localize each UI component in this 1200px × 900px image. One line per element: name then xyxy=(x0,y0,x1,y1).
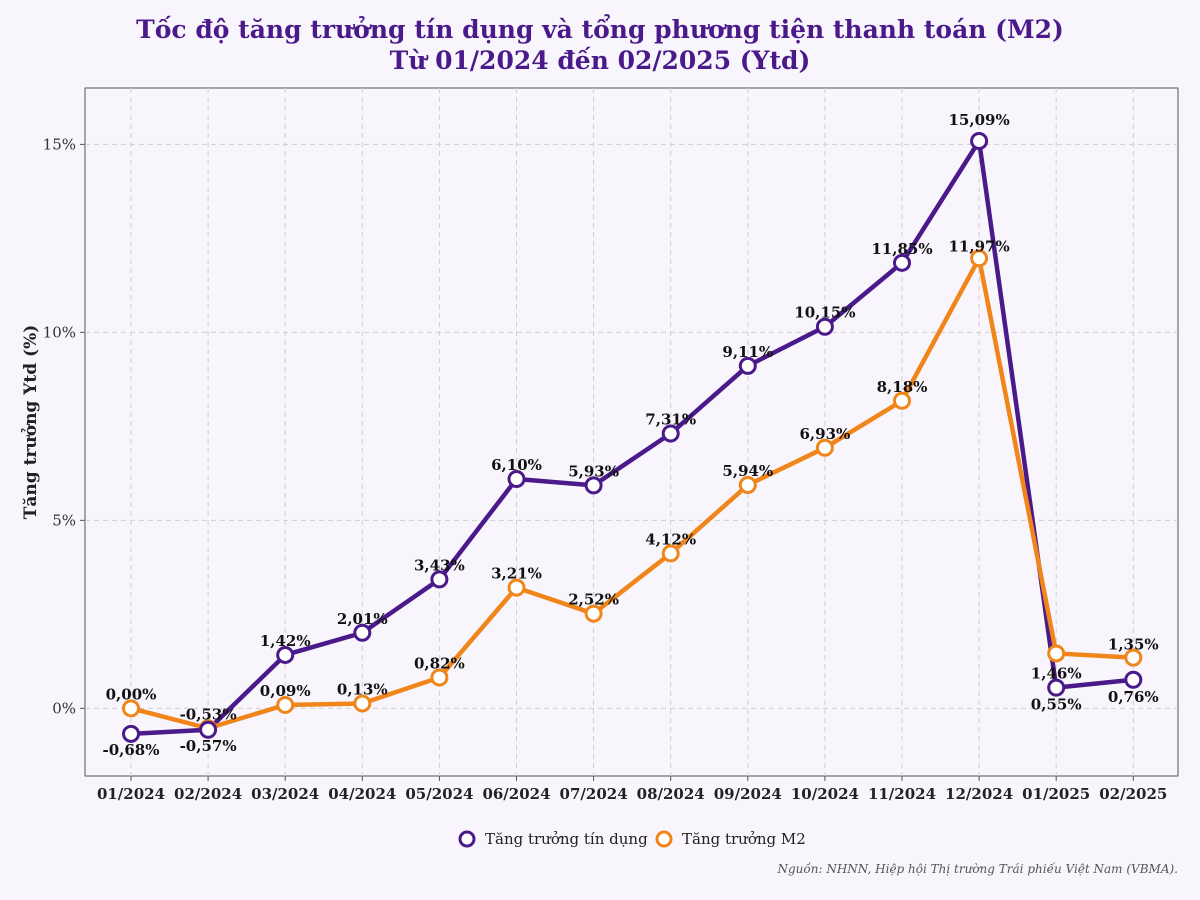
m2-data-label: 1,46% xyxy=(1031,664,1082,682)
credit-point xyxy=(199,720,218,739)
credit-data-label: 3,43% xyxy=(414,556,465,574)
m2-data-label: 0,82% xyxy=(414,654,465,672)
legend-marker-m2 xyxy=(655,830,673,848)
credit-point xyxy=(584,476,603,495)
credit-point xyxy=(507,469,526,488)
credit-point xyxy=(353,623,372,642)
credit-point xyxy=(1047,678,1066,697)
m2-data-label: 3,21% xyxy=(491,565,542,583)
m2-point xyxy=(893,391,911,410)
chart-title-line2: Từ 01/2024 đến 02/2025 (Ytd) xyxy=(389,46,811,75)
series-line-credit xyxy=(130,138,1134,737)
credit-point xyxy=(738,356,757,375)
x-tick-label: 06/2024 xyxy=(482,785,550,803)
m2-data-label: 8,18% xyxy=(877,378,928,396)
y-tick-label: 5% xyxy=(52,511,76,529)
credit-data-label: 0,76% xyxy=(1108,688,1159,706)
x-tick-label: 02/2025 xyxy=(1099,785,1167,803)
m2-data-label: -0,53% xyxy=(180,705,237,723)
credit-data-label: 5,93% xyxy=(568,462,619,480)
credit-point xyxy=(815,317,834,336)
x-tick-label: 01/2025 xyxy=(1022,785,1090,803)
m2-point xyxy=(430,668,449,687)
legend-label-credit: Tăng trưởng tín dụng xyxy=(485,830,648,848)
credit-point xyxy=(276,645,295,664)
source-note: Nguồn: NHNN, Hiệp hội Thị trường Trái ph… xyxy=(777,862,1178,876)
m2-point xyxy=(122,699,140,718)
m2-point xyxy=(1047,644,1066,663)
credit-point xyxy=(1124,670,1143,689)
m2-data-label: 0,09% xyxy=(260,682,311,700)
plot-area xyxy=(84,87,1179,777)
credit-data-label: 15,09% xyxy=(948,111,1009,129)
credit-data-label: 10,15% xyxy=(794,304,855,322)
credit-data-label: -0,68% xyxy=(102,741,159,759)
m2-point xyxy=(353,694,372,713)
x-tick-label: 11/2024 xyxy=(868,785,936,803)
m2-data-label: 1,35% xyxy=(1108,636,1159,654)
x-tick-label: 03/2024 xyxy=(251,785,319,803)
x-tick-label: 05/2024 xyxy=(405,785,473,803)
credit-point xyxy=(970,132,989,151)
x-tick-label: 10/2024 xyxy=(791,785,859,803)
x-tick-label: 01/2024 xyxy=(97,785,165,803)
m2-data-label: 0,13% xyxy=(337,680,388,698)
x-tick-label: 12/2024 xyxy=(945,785,1013,803)
m2-point xyxy=(661,544,680,563)
credit-data-label: -0,57% xyxy=(180,737,237,755)
credit-data-label: 0,55% xyxy=(1031,696,1082,714)
y-tick-label: 0% xyxy=(52,699,76,717)
chart-title-line1: Tốc độ tăng trưởng tín dụng và tổng phươ… xyxy=(136,15,1064,44)
m2-point xyxy=(584,604,603,623)
credit-data-label: 11,85% xyxy=(871,240,932,258)
m2-data-label: 5,94% xyxy=(722,462,773,480)
m2-point xyxy=(507,578,526,597)
m2-point xyxy=(1124,648,1143,667)
credit-data-label: 6,10% xyxy=(491,456,542,474)
x-tick-label: 02/2024 xyxy=(174,785,242,803)
m2-point xyxy=(970,249,989,268)
credit-data-label: 9,11% xyxy=(722,343,773,361)
credit-point xyxy=(430,570,449,589)
credit-data-label: 7,31% xyxy=(645,411,696,429)
legend-marker-credit xyxy=(458,830,476,848)
credit-point xyxy=(893,253,911,272)
y-axis-label: Tăng trưởng Ytd (%) xyxy=(21,325,41,520)
m2-point xyxy=(738,476,757,495)
m2-data-label: 6,93% xyxy=(800,425,851,443)
legend-label-m2: Tăng trưởng M2 xyxy=(682,830,806,848)
m2-data-label: 2,52% xyxy=(568,591,619,609)
m2-data-label: 4,12% xyxy=(645,530,696,548)
y-tick-label: 10% xyxy=(43,323,76,341)
x-tick-label: 04/2024 xyxy=(328,785,396,803)
chart-title: Tốc độ tăng trưởng tín dụng và tổng phươ… xyxy=(0,14,1200,76)
m2-data-label: 0,00% xyxy=(106,685,157,703)
m2-point xyxy=(276,695,295,714)
x-tick-label: 07/2024 xyxy=(560,785,628,803)
x-tick-label: 09/2024 xyxy=(714,785,782,803)
credit-data-label: 2,01% xyxy=(337,610,388,628)
m2-data-label: 11,97% xyxy=(948,237,1009,255)
credit-data-label: 1,42% xyxy=(260,632,311,650)
series-line-m2 xyxy=(130,256,1134,731)
x-tick-label: 08/2024 xyxy=(637,785,705,803)
y-tick-label: 15% xyxy=(43,135,76,153)
credit-point xyxy=(122,724,140,743)
credit-point xyxy=(661,424,680,443)
m2-point xyxy=(815,438,834,457)
